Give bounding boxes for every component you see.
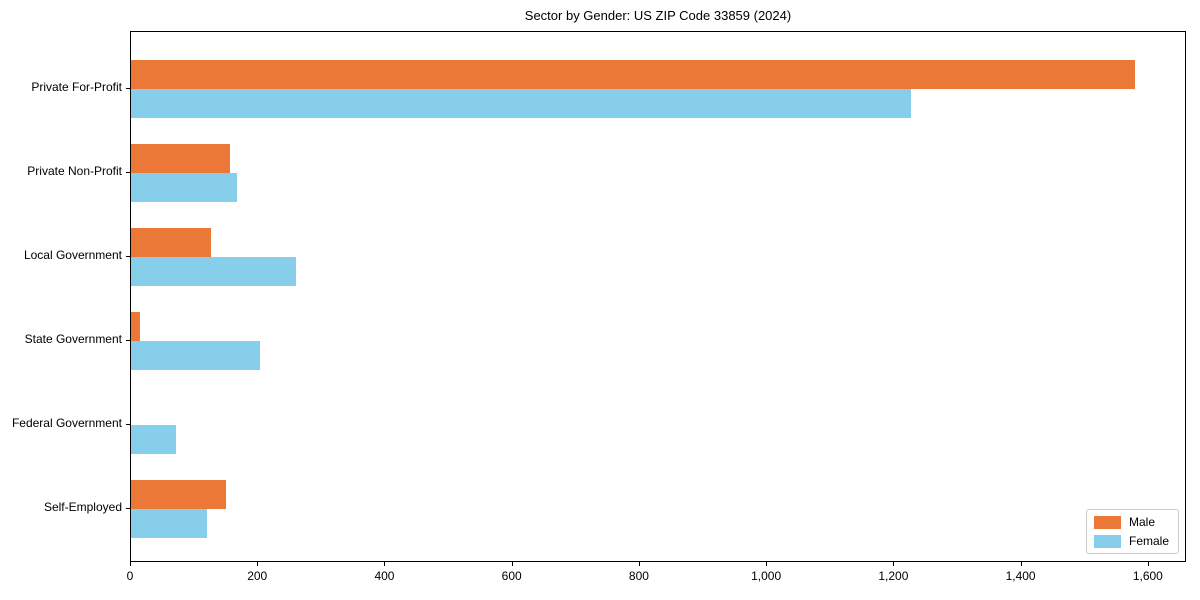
x-tick-mark bbox=[130, 562, 131, 566]
legend-swatch-female bbox=[1093, 534, 1121, 548]
x-tick-mark bbox=[638, 562, 640, 566]
x-tick-label: 1,200 bbox=[878, 569, 909, 583]
x-tick-label: 1,400 bbox=[1005, 569, 1036, 583]
bar-female-5 bbox=[131, 509, 208, 538]
x-tick-mark bbox=[511, 562, 513, 566]
bar-female-4 bbox=[131, 425, 176, 454]
y-tick-label: Self-Employed bbox=[43, 500, 122, 514]
bar-female-0 bbox=[131, 89, 911, 118]
bar-male-0 bbox=[131, 60, 1135, 89]
chart-title: Sector by Gender: US ZIP Code 33859 (202… bbox=[524, 8, 792, 23]
y-tick-label: State Government bbox=[24, 332, 122, 346]
y-tick-label: Local Government bbox=[23, 248, 122, 262]
legend-entry-male: Male bbox=[1093, 515, 1169, 529]
bar-male-5 bbox=[131, 480, 227, 509]
legend: Male Female bbox=[1085, 509, 1179, 554]
y-tick-label: Private Non-Profit bbox=[27, 164, 122, 178]
bar-female-3 bbox=[131, 341, 261, 370]
x-tick-mark bbox=[766, 562, 768, 566]
bar-female-2 bbox=[131, 257, 296, 286]
y-tick-mark bbox=[126, 508, 130, 509]
x-tick-mark bbox=[1147, 562, 1149, 566]
legend-swatch-male bbox=[1093, 515, 1121, 529]
y-tick-mark bbox=[126, 340, 130, 341]
x-tick-label: 800 bbox=[628, 569, 649, 583]
x-tick-label: 400 bbox=[374, 569, 395, 583]
y-tick-label: Private For-Profit bbox=[31, 80, 122, 94]
legend-label: Male bbox=[1128, 515, 1155, 529]
y-tick-mark bbox=[126, 424, 130, 425]
y-tick-mark bbox=[126, 172, 130, 173]
x-tick-label: 0 bbox=[126, 569, 134, 583]
x-tick-mark bbox=[893, 562, 895, 566]
x-tick-label: 1,600 bbox=[1132, 569, 1163, 583]
bar-male-1 bbox=[131, 144, 231, 173]
x-tick-label: 1,000 bbox=[751, 569, 782, 583]
y-tick-label: Federal Government bbox=[11, 416, 122, 430]
x-tick-mark bbox=[257, 562, 259, 566]
x-tick-label: 600 bbox=[501, 569, 522, 583]
y-tick-mark bbox=[126, 256, 130, 257]
bar-female-1 bbox=[131, 173, 237, 202]
plot-area: Male Female bbox=[130, 31, 1186, 562]
y-tick-mark bbox=[126, 88, 130, 89]
x-tick-mark bbox=[1020, 562, 1022, 566]
legend-entry-female: Female bbox=[1093, 534, 1169, 548]
bar-male-2 bbox=[131, 228, 211, 257]
x-tick-label: 200 bbox=[247, 569, 268, 583]
x-tick-mark bbox=[384, 562, 386, 566]
bar-male-3 bbox=[131, 312, 140, 341]
legend-label: Female bbox=[1128, 534, 1169, 548]
